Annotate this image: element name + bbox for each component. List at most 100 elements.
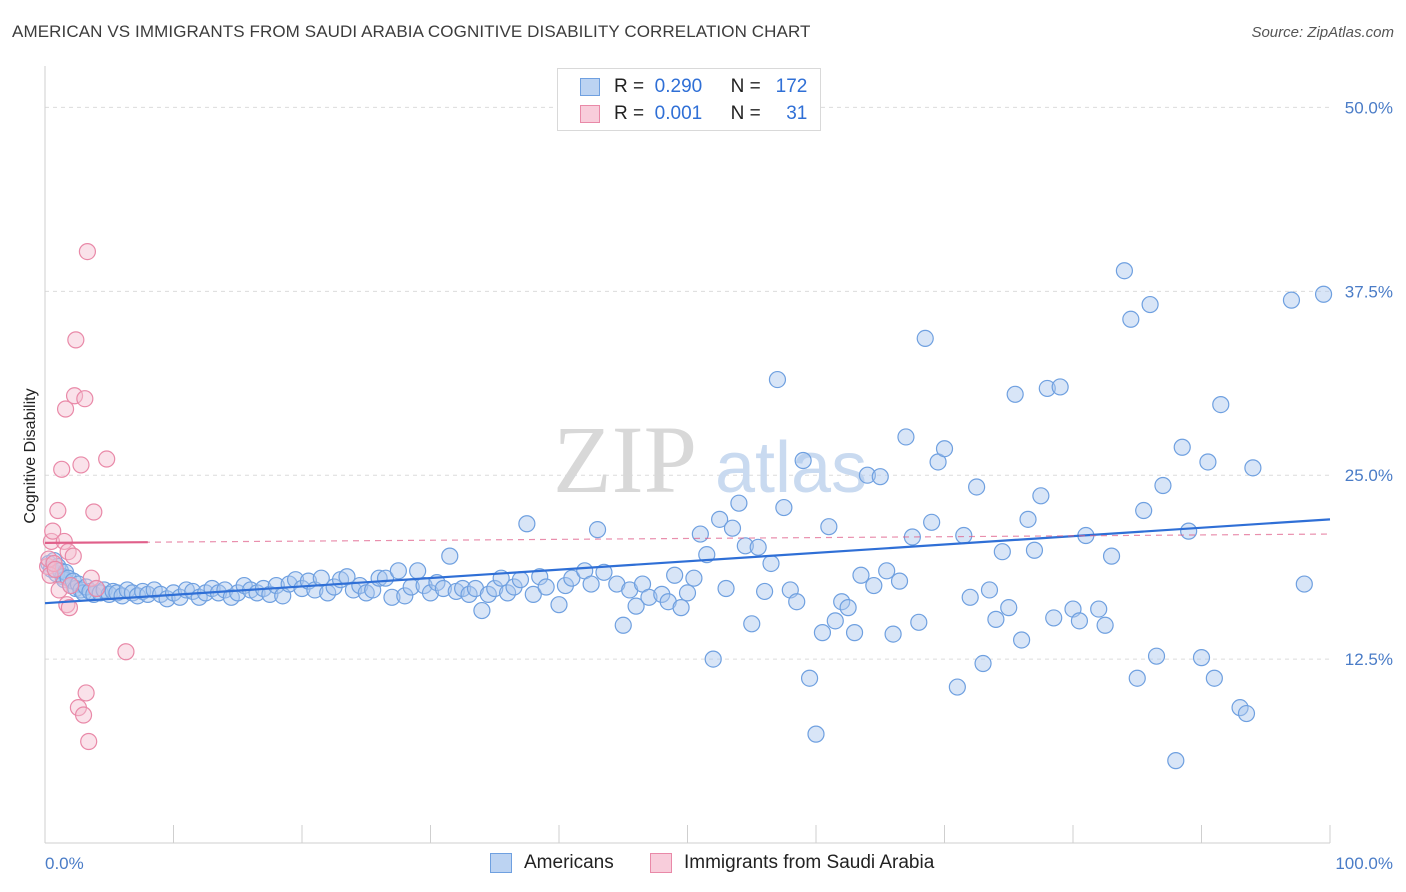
saudi-legend-label: Immigrants from Saudi Arabia: [684, 852, 935, 873]
americans-point: [1128, 669, 1146, 687]
americans-point: [666, 566, 684, 584]
americans-swatch: [580, 78, 600, 96]
americans-point: [486, 579, 504, 598]
americans-point: [749, 538, 767, 556]
legend-n-label: N =: [730, 103, 761, 124]
americans-point: [897, 428, 915, 446]
americans-point: [768, 370, 787, 389]
saudi-trend-dashed: [44, 533, 1331, 544]
saudi-swatch: [580, 105, 600, 123]
americans-point: [839, 599, 857, 617]
saudi-point: [85, 503, 103, 521]
legend-n-label: N =: [730, 76, 761, 97]
americans-point: [910, 613, 928, 631]
americans-point: [1019, 510, 1037, 528]
americans-point: [454, 579, 472, 598]
americans-point: [678, 584, 697, 602]
y-axis-label: Cognitive Disability: [22, 388, 39, 523]
americans-point: [935, 440, 954, 458]
americans-point: [948, 678, 966, 696]
americans-point: [717, 579, 735, 598]
americans-point: [826, 612, 844, 630]
saudi-point: [74, 706, 93, 724]
americans-point: [1167, 752, 1185, 770]
americans-point: [1180, 522, 1198, 540]
watermark-zip: ZIP: [553, 406, 697, 513]
americans-point: [685, 569, 703, 587]
americans-point: [1205, 669, 1223, 687]
saudi-point: [46, 560, 64, 578]
y-tick-label: 25.0%: [1345, 466, 1393, 485]
americans-point: [1314, 285, 1333, 303]
americans-point: [582, 575, 600, 593]
americans-point: [588, 521, 607, 539]
legend-row-americans: R = 0.290 N = 172: [580, 75, 807, 99]
source-label: Source: ZipAtlas.com: [1251, 24, 1394, 41]
saudi-point: [117, 643, 135, 661]
americans-point: [1122, 310, 1140, 328]
americans-point: [460, 585, 478, 603]
saudi-point: [60, 599, 79, 617]
saudi-point: [65, 387, 84, 405]
americans-point: [961, 588, 979, 606]
americans-point: [441, 547, 459, 565]
americans-point: [890, 572, 909, 590]
americans-point: [762, 554, 780, 573]
americans-point: [434, 579, 452, 598]
legend-r-label: R =: [614, 103, 645, 124]
americans-point: [184, 582, 202, 601]
saudi-point: [87, 579, 106, 598]
americans-point: [1090, 600, 1108, 618]
americans-point: [974, 654, 992, 673]
y-tick-label: 50.0%: [1345, 98, 1393, 117]
americans-point: [524, 585, 542, 603]
americans-point: [704, 650, 722, 668]
americans-point: [627, 597, 645, 615]
americans-point: [788, 593, 806, 611]
americans-point: [755, 582, 774, 601]
americans-point: [537, 578, 555, 596]
americans-point: [614, 616, 632, 634]
americans-point: [1102, 547, 1121, 565]
saudi-point: [53, 460, 71, 478]
stats-legend: R = 0.290 N = 172 R = 0.001 N = 31: [557, 68, 821, 131]
americans-point: [1000, 599, 1018, 617]
saudi-trend-line: [44, 541, 148, 544]
americans-point: [1244, 459, 1262, 477]
legend-r-label: R =: [614, 76, 645, 97]
saudi-point: [76, 390, 94, 408]
saudi-point: [98, 450, 116, 468]
americans-point: [1070, 612, 1089, 630]
americans-point: [1038, 379, 1056, 398]
americans-legend-swatch: [490, 853, 512, 873]
americans-point: [865, 576, 883, 595]
legend-item-americans: Americans: [490, 852, 614, 874]
americans-point: [1192, 649, 1211, 667]
legend-r-value: 0.290: [654, 76, 703, 97]
americans-point: [550, 596, 568, 614]
americans-point: [383, 588, 401, 606]
series-legend: Americans Immigrants from Saudi Arabia: [0, 852, 1406, 878]
americans-point: [499, 584, 517, 602]
y-tick-label: 12.5%: [1345, 650, 1393, 669]
axes: [44, 66, 1331, 844]
americans-point: [871, 468, 889, 486]
americans-point: [980, 581, 999, 599]
americans-point: [389, 562, 407, 580]
americans-point: [479, 585, 497, 603]
americans-point: [1051, 378, 1069, 396]
legend-n-value: 31: [786, 103, 808, 124]
saudi-point: [64, 547, 82, 565]
x-tick-label: 100.0%: [1335, 854, 1393, 873]
americans-point: [1115, 262, 1134, 280]
legend-r-value: 0.001: [654, 103, 703, 124]
chart-title: AMERICAN VS IMMIGRANTS FROM SAUDI ARABIA…: [12, 22, 811, 41]
americans-point: [813, 624, 832, 642]
americans-point: [1199, 453, 1217, 471]
americans-point: [267, 576, 285, 595]
americans-point: [858, 466, 877, 484]
x-tick-label: 0.0%: [45, 854, 84, 873]
americans-point: [723, 519, 742, 537]
americans-point: [1141, 295, 1159, 314]
